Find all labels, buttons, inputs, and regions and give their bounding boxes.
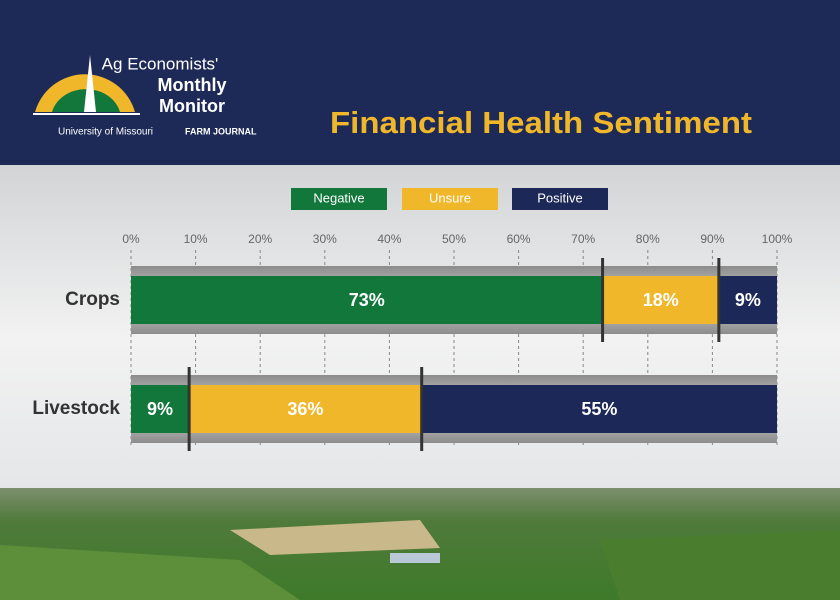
bar-segment bbox=[421, 385, 777, 433]
x-tick-label: 10% bbox=[184, 232, 208, 246]
x-tick-label: 60% bbox=[507, 232, 531, 246]
value-label: 9% bbox=[147, 399, 173, 419]
x-tick-label: 20% bbox=[248, 232, 272, 246]
landscape-field bbox=[600, 530, 840, 600]
brand-line: Ag Economists' bbox=[102, 54, 219, 73]
legend-swatch bbox=[291, 188, 387, 210]
header bbox=[0, 0, 840, 165]
logo bbox=[33, 55, 140, 115]
landscape-field bbox=[0, 545, 300, 600]
legend-swatch bbox=[512, 188, 608, 210]
x-tick-label: 90% bbox=[700, 232, 724, 246]
x-tick-label: 40% bbox=[377, 232, 401, 246]
chart-title: Financial Health Sentiment bbox=[330, 105, 752, 140]
x-tick-label: 80% bbox=[636, 232, 660, 246]
brand-line: Monitor bbox=[159, 96, 225, 116]
brand-line: Monthly bbox=[158, 75, 227, 95]
category-label: Crops bbox=[65, 289, 120, 310]
bar-segment bbox=[718, 276, 777, 324]
legend-label: Negative bbox=[313, 190, 364, 205]
value-label: 18% bbox=[643, 290, 679, 310]
value-label: 73% bbox=[349, 290, 385, 310]
legend-label: Unsure bbox=[429, 190, 471, 205]
bar-segment bbox=[189, 385, 422, 433]
x-tick-label: 0% bbox=[122, 232, 140, 246]
legend-swatch bbox=[402, 188, 498, 210]
landscape-field bbox=[230, 520, 440, 555]
bar-segment bbox=[131, 276, 603, 324]
university: University of Missouri bbox=[58, 127, 153, 138]
x-tick-label: 100% bbox=[762, 232, 793, 246]
x-tick-label: 30% bbox=[313, 232, 337, 246]
value-label: 36% bbox=[287, 399, 323, 419]
x-tick-label: 50% bbox=[442, 232, 466, 246]
legend-label: Positive bbox=[537, 190, 583, 205]
landscape-pond bbox=[390, 553, 440, 563]
bar-segment bbox=[131, 385, 190, 433]
bar-segment bbox=[602, 276, 719, 324]
x-tick-label: 70% bbox=[571, 232, 595, 246]
value-label: 55% bbox=[581, 399, 617, 419]
partner: FARM JOURNAL bbox=[185, 126, 257, 136]
value-label: 9% bbox=[735, 290, 761, 310]
category-label: Livestock bbox=[32, 398, 120, 419]
